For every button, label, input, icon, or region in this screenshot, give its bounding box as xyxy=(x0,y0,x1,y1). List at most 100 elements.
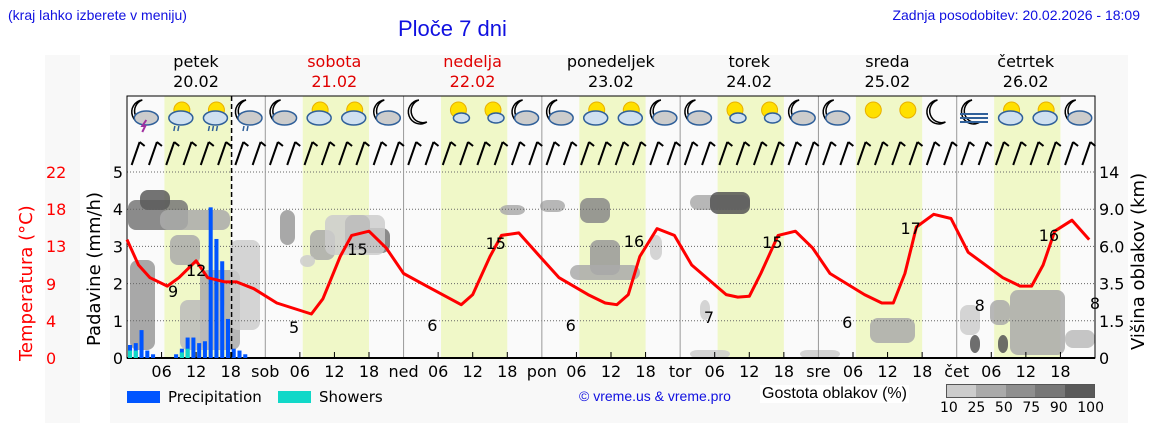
wind-barb xyxy=(1046,141,1057,166)
wind-barb xyxy=(320,141,331,166)
legend-precipitation: Precipitation xyxy=(127,388,262,406)
wind-barb-flag xyxy=(1072,141,1079,147)
cloud-density-blob xyxy=(500,205,525,215)
day-name: torek xyxy=(728,52,770,71)
night-cloud-icon xyxy=(787,99,816,126)
density-tick: 75 xyxy=(1022,400,1041,416)
cloud-density-blob xyxy=(540,200,565,212)
density-swatch-4 xyxy=(1035,385,1065,397)
day-date: 25.02 xyxy=(864,72,911,91)
moon-shape xyxy=(407,99,428,125)
page-title: Ploče 7 dni xyxy=(398,16,507,41)
temperature-label: 6 xyxy=(842,313,852,332)
wind-barb xyxy=(856,141,867,166)
wind-barb xyxy=(407,141,418,166)
precipitation-bar xyxy=(145,350,150,358)
cloud-density-blob xyxy=(870,318,915,343)
wind-barb-flag xyxy=(623,141,630,147)
wind-barb-flag xyxy=(744,141,751,147)
wind-barb xyxy=(476,141,487,166)
wind-barb-flag xyxy=(225,141,232,147)
night-cloud-icon xyxy=(649,99,678,126)
precipitation-bar xyxy=(237,350,242,358)
sun-cloud-icon xyxy=(340,101,367,126)
wind-barb-flag xyxy=(571,141,578,147)
wind-barb xyxy=(1012,141,1023,166)
precipitation-bar xyxy=(220,261,225,358)
x-hour-label: 12 xyxy=(877,362,897,381)
wind-barb-flag xyxy=(588,141,595,147)
day-header: petek 20.02 xyxy=(127,52,265,92)
precipitation-tick: 2 xyxy=(113,275,123,294)
wind-barb-flag xyxy=(294,141,301,147)
day-header: sobota 21.02 xyxy=(265,52,403,92)
cloud-height-tick: 3.5 xyxy=(1099,275,1124,294)
temperature-tick: 13 xyxy=(46,237,67,257)
temperature-label: 8 xyxy=(1090,294,1100,313)
moon-shape xyxy=(926,99,946,125)
rain-drop xyxy=(215,125,219,132)
cloud-density-blob xyxy=(650,235,662,260)
cloud-shape xyxy=(729,112,747,124)
cloud-shape xyxy=(487,112,505,124)
wind-barb-flag xyxy=(1055,141,1062,147)
wind-barb xyxy=(130,141,141,166)
x-day-label: tor xyxy=(669,362,692,381)
wind-barb-flag xyxy=(1020,141,1027,147)
wind-barb-flag xyxy=(415,141,422,147)
sun-icon xyxy=(899,101,917,119)
wind-barb xyxy=(787,141,798,166)
legend-showers: Showers xyxy=(278,388,383,406)
wind-barb xyxy=(804,141,815,166)
day-name: sobota xyxy=(307,52,362,71)
wind-barb xyxy=(891,141,902,166)
sun-cloud-icon xyxy=(582,101,609,126)
x-hour-label: 06 xyxy=(428,362,448,381)
cloud-density-blob xyxy=(280,210,295,245)
wind-barb xyxy=(735,141,746,166)
wind-barb xyxy=(528,141,539,166)
wind-barb-flag xyxy=(605,141,612,147)
x-day-label: sre xyxy=(806,362,830,381)
wind-barb-flag xyxy=(139,141,146,147)
x-hour-label: 18 xyxy=(774,362,794,381)
wind-barb xyxy=(1029,141,1040,166)
wind-barb-flag xyxy=(398,141,405,147)
wind-barb xyxy=(199,141,210,166)
wind-barb xyxy=(943,141,954,166)
wind-barb xyxy=(338,141,349,166)
daylight-band xyxy=(579,96,646,358)
cloud-density-blob xyxy=(700,300,710,320)
cloud-density-blob xyxy=(990,300,1010,325)
sun-small-cloud-icon xyxy=(484,101,505,124)
cloud-density-blob xyxy=(998,335,1008,353)
wind-barb xyxy=(562,141,573,166)
day-date: 24.02 xyxy=(726,72,773,91)
x-hour-label: 06 xyxy=(566,362,586,381)
day-name: petek xyxy=(173,52,219,71)
temperature-label: 5 xyxy=(289,318,299,337)
copyright-link[interactable]: © vreme.us & vreme.pro xyxy=(579,388,731,404)
cloud-density-blob xyxy=(970,335,980,353)
cloud-shape xyxy=(997,110,1024,126)
wind-barb-flag xyxy=(882,141,889,147)
precipitation-legend-label: Precipitation xyxy=(168,388,262,406)
rain-drop xyxy=(177,125,180,132)
cloud-density-ticks: 10 25 50 75 90 100 xyxy=(940,400,1104,416)
cloud-shape xyxy=(271,110,298,126)
wind-barb xyxy=(977,141,988,166)
x-day-label: čet xyxy=(944,362,969,381)
temperature-label: 15 xyxy=(762,233,782,252)
day-name: nedelja xyxy=(443,52,502,71)
x-hour-label: 12 xyxy=(186,362,206,381)
location-hint[interactable]: (kraj lahko izberete v meniju) xyxy=(8,7,187,23)
wind-barb xyxy=(1081,141,1092,166)
day-name: sreda xyxy=(865,52,910,71)
precipitation-bar xyxy=(174,354,179,358)
sun-shape xyxy=(899,101,917,119)
cloud-shape xyxy=(686,110,713,126)
cloud-density-blob xyxy=(130,260,155,350)
temperature-label: 15 xyxy=(486,234,506,253)
x-hour-label: 12 xyxy=(463,362,483,381)
wind-barb-flag xyxy=(795,141,803,147)
